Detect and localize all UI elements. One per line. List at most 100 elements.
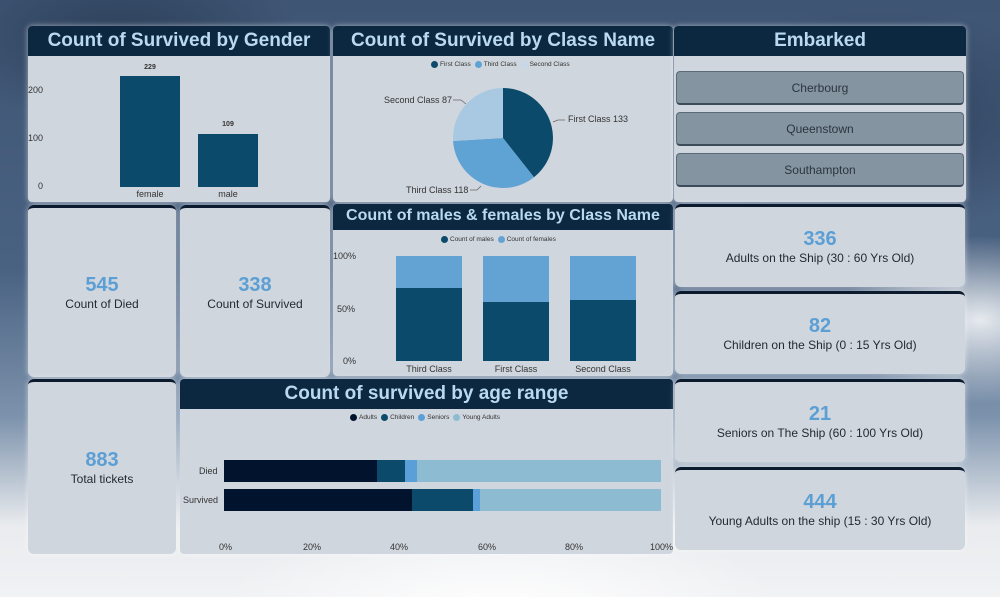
pie-label-second-class: Second Class 87 [384,95,453,105]
legend-second-class[interactable]: Second Class [520,61,570,68]
pie-legend: First Class Third Class Second Class [431,61,570,68]
embarked-button-queenstown[interactable]: Queenstown [676,112,964,146]
gender-class-chart-title: Count of males & females by Class Name [333,204,673,230]
legend-dot-icon [520,61,528,68]
pie-slice-first-class [503,88,553,178]
embarked-button-southampton[interactable]: Southampton [676,153,964,187]
kpi-children-label: Children on the Ship (0 : 15 Yrs Old) [723,338,917,352]
bar-died[interactable] [224,460,661,482]
kpi-adults-value: 336 [803,228,837,250]
segment-females [570,256,636,300]
embarked-tile: Embarked Cherbourg Queenstown Southampto… [674,26,966,202]
legend-dot-icon [474,61,482,68]
kpi-children: 82 Children on the Ship (0 : 15 Yrs Old) [675,291,965,374]
gender-class-legend: Count of males Count of females [441,236,556,243]
kpi-adults-label: Adults on the Ship (30 : 60 Yrs Old) [725,251,915,265]
kpi-survived: 338 Count of Survived [180,205,330,377]
segment-adults [224,489,412,511]
bar-value-male: 109 [222,121,234,128]
x-tick: 100% [650,542,673,552]
legend-adults[interactable]: Adults [350,414,377,421]
y-tick: 100 [28,133,44,143]
x-tick: 60% [478,542,497,552]
segment-seniors [405,460,418,482]
segment-males [570,300,636,361]
kpi-seniors-value: 21 [808,403,832,425]
kpi-died-label: Count of Died [65,296,139,311]
legend-third-class[interactable]: Third Class [474,61,517,68]
pie-chart[interactable] [333,26,673,202]
legend-seniors[interactable]: Seniors [418,414,449,421]
segment-males [396,288,462,361]
bar-survived[interactable] [224,489,661,511]
x-label: Third Class [406,364,452,374]
x-label-male: male [218,189,238,199]
legend-children[interactable]: Children [381,414,414,421]
row-label-survived: Survived [183,495,219,505]
legend-dot-icon [418,414,426,421]
bar-female[interactable] [120,76,180,187]
x-tick: 0% [219,542,233,552]
x-tick: 80% [565,542,584,552]
y-tick: 0 [38,181,44,191]
kpi-young-adults: 444 Young Adults on the ship (15 : 30 Yr… [675,467,965,550]
segment-seniors [473,489,481,511]
pie-label-first-class: First Class 133 [568,114,629,124]
y-tick: 100% [333,251,357,261]
kpi-died: 545 Count of Died [28,205,176,377]
segment-adults [224,460,377,482]
legend-males[interactable]: Count of males [441,236,494,243]
kpi-total-value: 883 [85,449,119,471]
pie-slice-third-class [453,138,534,188]
kpi-children-value: 82 [808,315,832,337]
kpi-young-adults-label: Young Adults on the ship (15 : 30 Yrs Ol… [708,514,932,528]
x-label: First Class [494,364,538,374]
legend-dot-icon [497,236,505,243]
bar-male[interactable] [198,134,258,187]
kpi-seniors-label: Seniors on The Ship (60 : 100 Yrs Old) [716,426,924,440]
kpi-adults: 336 Adults on the Ship (30 : 60 Yrs Old) [675,204,965,287]
legend-first-class[interactable]: First Class [431,61,471,68]
pie-label-third-class: Third Class 118 [406,185,469,195]
y-tick: 0% [343,356,357,366]
age-chart-tile: Count of survived by age range Adults Ch… [180,379,673,554]
kpi-young-adults-value: 444 [803,491,837,513]
kpi-seniors: 21 Seniors on The Ship (60 : 100 Yrs Old… [675,379,965,462]
segment-females [483,256,549,302]
row-label-died: Died [199,466,218,476]
legend-dot-icon [453,414,461,421]
x-tick: 40% [390,542,409,552]
kpi-total-tickets: 883 Total tickets [28,379,176,554]
legend-dot-icon [350,414,357,421]
segment-females [396,256,462,288]
gender-class-chart-tile: Count of males & females by Class Name C… [333,204,673,376]
segment-males [483,302,549,361]
x-tick: 20% [303,542,322,552]
kpi-survived-label: Count of Survived [207,296,303,311]
y-tick: 50% [337,304,356,314]
legend-dot-icon [381,414,389,421]
embarked-title: Embarked [674,26,966,56]
segment-children [411,489,474,511]
legend-young-adults[interactable]: Young Adults [453,414,500,421]
bar-value-female: 229 [144,64,156,71]
kpi-died-value: 545 [85,273,119,296]
x-label: Second Class [575,364,631,374]
gender-chart-title: Count of Survived by Gender [28,26,330,56]
x-label-female: female [136,189,164,199]
pie-slice-second-class [453,88,503,141]
class-pie-title: Count of Survived by Class Name [333,26,673,56]
class-pie-tile: Count of Survived by Class Name First Cl… [333,26,673,202]
segment-young-adults [417,460,661,482]
y-tick: 200 [28,85,44,95]
legend-females[interactable]: Count of females [497,236,556,243]
segment-young-adults [480,489,661,511]
age-legend: Adults Children Seniors Young Adults [350,414,500,421]
age-chart-title: Count of survived by age range [180,379,673,409]
legend-dot-icon [441,236,448,243]
segment-children [376,460,406,482]
embarked-button-cherbourg[interactable]: Cherbourg [676,71,964,105]
legend-dot-icon [431,61,438,68]
kpi-total-label: Total tickets [70,472,134,486]
kpi-survived-value: 338 [238,273,272,296]
